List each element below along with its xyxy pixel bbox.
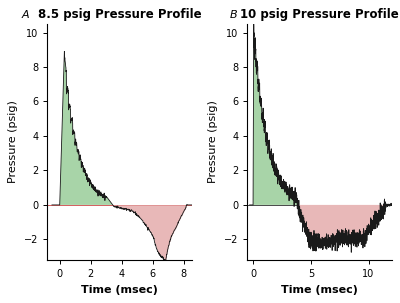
Y-axis label: Pressure (psig): Pressure (psig) [208, 101, 218, 183]
X-axis label: Time (msec): Time (msec) [281, 285, 358, 295]
Y-axis label: Pressure (psig): Pressure (psig) [8, 101, 18, 183]
Title: 8.5 psig Pressure Profile: 8.5 psig Pressure Profile [38, 8, 201, 21]
Text: B: B [230, 10, 238, 20]
Text: A: A [21, 10, 29, 20]
Title: 10 psig Pressure Profile: 10 psig Pressure Profile [240, 8, 399, 21]
X-axis label: Time (msec): Time (msec) [81, 285, 158, 295]
